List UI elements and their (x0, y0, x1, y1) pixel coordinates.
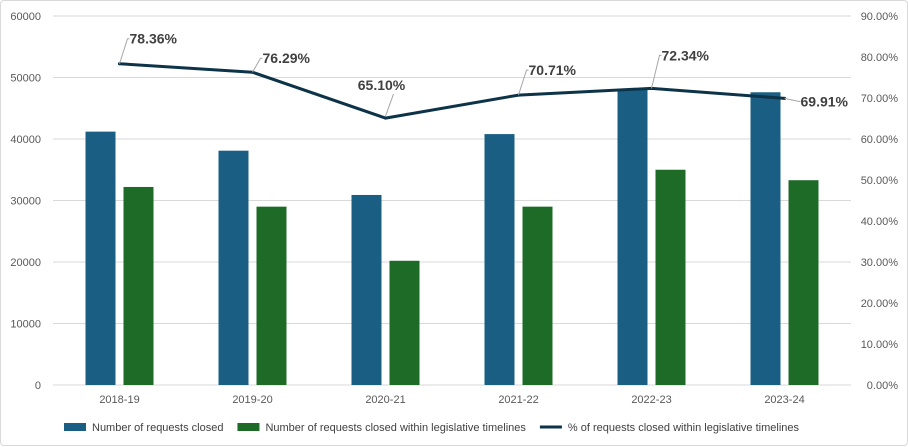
x-tick-label: 2020-21 (365, 394, 405, 406)
leader-line (784, 97, 801, 102)
right-tick-label: 80.00% (861, 52, 899, 64)
bar (256, 206, 287, 385)
leader-line (119, 38, 130, 64)
data-label: 72.34% (662, 47, 710, 63)
bar (389, 260, 420, 385)
x-tick-label: 2018-19 (99, 394, 139, 406)
bar (750, 92, 781, 385)
left-tick-label: 40000 (10, 134, 41, 146)
bar (617, 89, 648, 385)
right-tick-label: 20.00% (861, 298, 899, 310)
leader-line (385, 93, 394, 117)
gridlines (53, 15, 851, 386)
legend-label: Number of requests closed (92, 422, 223, 434)
left-tick-label: 0 (35, 380, 41, 392)
leader-line (252, 57, 263, 73)
right-tick-label: 90.00% (861, 11, 899, 23)
legend-label: % of requests closed within legislative … (568, 422, 800, 434)
right-tick-label: 40.00% (861, 216, 899, 228)
left-tick-label: 50000 (10, 73, 41, 85)
right-axis: 0.00% 10.00% 20.00% 30.00% 40.00% 50.00% 60.00… (861, 11, 899, 392)
leader-line (518, 69, 529, 96)
left-tick-label: 10000 (10, 319, 41, 331)
data-label: 78.36% (130, 31, 178, 47)
data-label: 65.10% (358, 77, 406, 93)
right-tick-label: 10.00% (861, 339, 899, 351)
legend-swatch (64, 423, 86, 431)
x-tick-label: 2021-22 (498, 394, 538, 406)
legend-label: Number of requests closed within legisla… (265, 422, 526, 434)
bar (85, 131, 116, 385)
bar (522, 206, 553, 385)
left-axis: 0 10000 20000 30000 40000 50000 60000 (10, 11, 41, 392)
x-tick-label: 2022-23 (631, 394, 671, 406)
bar (788, 180, 819, 385)
bar (123, 186, 154, 385)
bar (218, 150, 249, 385)
bar-series (85, 89, 819, 385)
data-label: 69.91% (801, 93, 849, 109)
data-labels: 78.36% 76.29% 65.10% 70.71% 72.34% 69.91% (119, 31, 849, 117)
left-tick-label: 20000 (10, 257, 41, 269)
left-tick-label: 30000 (10, 196, 41, 208)
line-point (384, 116, 387, 120)
percent-line (118, 62, 786, 120)
bar (351, 194, 382, 385)
right-tick-label: 70.00% (861, 93, 899, 105)
line-series (118, 62, 786, 120)
bar (484, 134, 515, 385)
legend: Number of requests closed Number of reque… (64, 422, 800, 434)
data-label: 70.71% (529, 62, 577, 78)
data-label: 76.29% (263, 50, 311, 66)
legend-swatch (237, 423, 260, 431)
right-tick-label: 30.00% (861, 257, 899, 269)
left-tick-label: 60000 (10, 11, 41, 23)
right-tick-label: 60.00% (861, 134, 899, 146)
right-tick-label: 0.00% (867, 380, 898, 392)
leader-line (651, 54, 662, 89)
x-tick-label: 2019-20 (232, 394, 272, 406)
bar (655, 169, 686, 385)
x-axis: 2018-19 2019-20 2020-21 2021-22 2022-23 2023-… (99, 394, 804, 406)
x-tick-label: 2023-24 (764, 394, 804, 406)
right-tick-label: 50.00% (861, 175, 899, 187)
